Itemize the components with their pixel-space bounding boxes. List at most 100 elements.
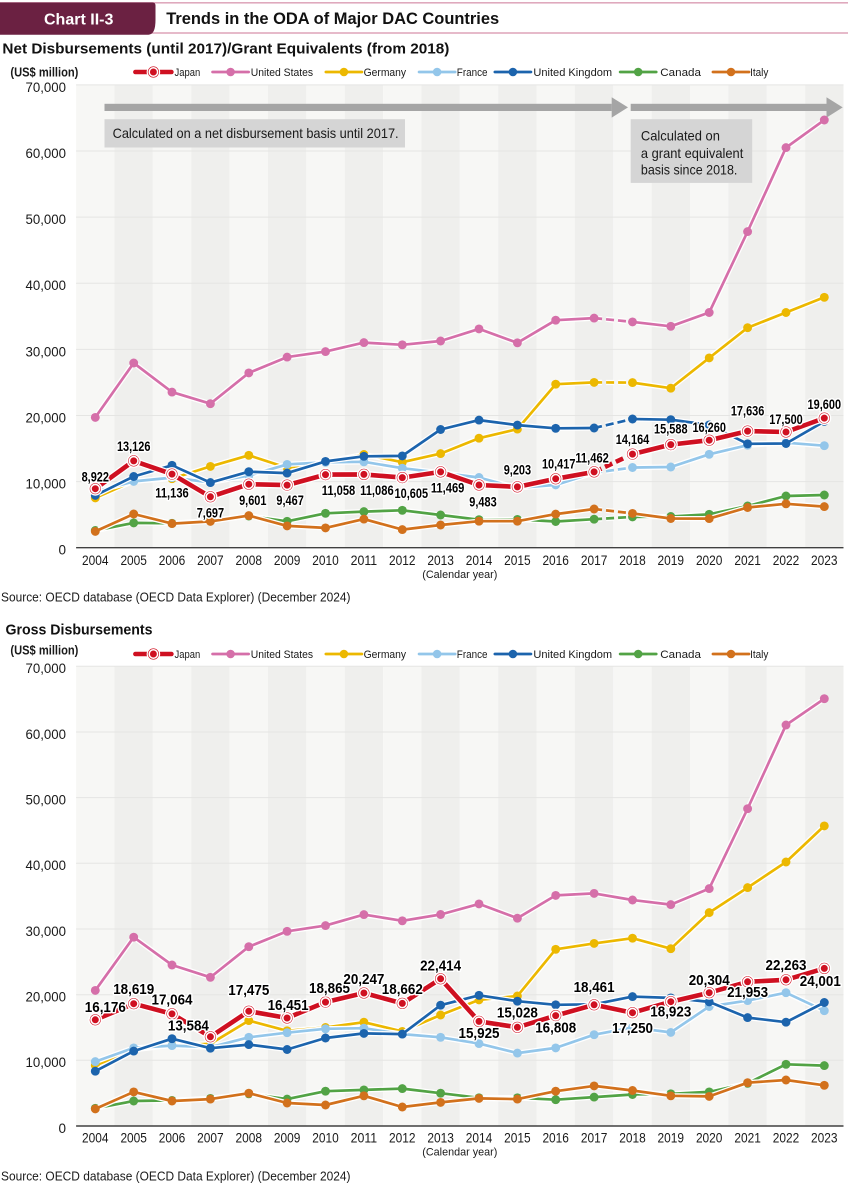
svg-text:13,126: 13,126	[117, 439, 151, 454]
svg-text:2019: 2019	[658, 1130, 685, 1146]
svg-text:11,058: 11,058	[322, 483, 356, 498]
svg-text:Canada: Canada	[660, 67, 702, 79]
svg-text:0: 0	[58, 543, 66, 558]
svg-text:(Calendar year): (Calendar year)	[422, 1147, 497, 1159]
svg-text:11,136: 11,136	[155, 486, 189, 501]
svg-text:2016: 2016	[542, 1130, 569, 1146]
svg-text:18,461: 18,461	[574, 980, 615, 996]
svg-text:2006: 2006	[159, 552, 186, 568]
svg-text:30,000: 30,000	[26, 344, 67, 359]
svg-text:2023: 2023	[811, 552, 838, 568]
svg-text:2018: 2018	[619, 552, 646, 568]
svg-text:Source: OECD database (OECD Da: Source: OECD database (OECD Data Explore…	[1, 1168, 351, 1183]
svg-text:10,000: 10,000	[26, 477, 67, 492]
svg-text:10,000: 10,000	[26, 1055, 67, 1070]
svg-text:2011: 2011	[351, 1130, 378, 1146]
svg-text:2012: 2012	[389, 1130, 416, 1146]
svg-text:14,164: 14,164	[616, 432, 650, 447]
svg-text:(US$ million): (US$ million)	[10, 65, 78, 80]
svg-text:2020: 2020	[696, 1130, 723, 1146]
svg-text:2009: 2009	[274, 552, 301, 568]
svg-text:United Kingdom: United Kingdom	[533, 67, 612, 79]
svg-text:18,865: 18,865	[309, 981, 350, 997]
svg-text:Gross Disbursements: Gross Disbursements	[6, 621, 153, 638]
svg-text:17,636: 17,636	[731, 403, 765, 418]
svg-text:8,922: 8,922	[82, 470, 109, 485]
svg-text:2016: 2016	[542, 552, 569, 568]
svg-text:22,263: 22,263	[766, 958, 807, 974]
svg-text:7,697: 7,697	[197, 506, 224, 521]
svg-text:Japan: Japan	[175, 67, 201, 79]
svg-text:Italy: Italy	[750, 649, 769, 661]
svg-text:2015: 2015	[504, 552, 531, 568]
svg-text:United States: United States	[251, 67, 314, 79]
svg-text:Japan: Japan	[175, 649, 201, 661]
svg-text:18,619: 18,619	[113, 982, 154, 998]
svg-text:2015: 2015	[504, 1130, 531, 1146]
svg-text:10,417: 10,417	[542, 456, 576, 471]
svg-text:17,250: 17,250	[612, 1021, 653, 1037]
svg-text:2013: 2013	[427, 552, 454, 568]
svg-text:2014: 2014	[466, 1130, 493, 1146]
svg-text:20,000: 20,000	[26, 410, 67, 425]
svg-text:2023: 2023	[811, 1130, 838, 1146]
svg-text:2009: 2009	[274, 1130, 301, 1146]
svg-text:2020: 2020	[696, 552, 723, 568]
svg-text:2021: 2021	[734, 552, 761, 568]
svg-text:17,500: 17,500	[769, 412, 803, 427]
svg-text:30,000: 30,000	[26, 924, 67, 939]
svg-text:16,260: 16,260	[692, 420, 726, 435]
svg-text:11,462: 11,462	[575, 450, 609, 465]
svg-text:9,601: 9,601	[239, 493, 267, 508]
svg-text:9,467: 9,467	[276, 493, 303, 508]
svg-text:United States: United States	[251, 649, 314, 661]
svg-text:2022: 2022	[773, 1130, 800, 1146]
svg-text:22,414: 22,414	[420, 958, 461, 974]
svg-text:2008: 2008	[236, 1130, 263, 1146]
svg-text:2007: 2007	[197, 552, 224, 568]
svg-text:2010: 2010	[312, 552, 339, 568]
svg-text:15,028: 15,028	[497, 1006, 538, 1022]
svg-text:2007: 2007	[197, 1130, 224, 1146]
svg-text:Calculated on: Calculated on	[641, 127, 720, 143]
svg-text:2012: 2012	[389, 552, 416, 568]
svg-text:11,469: 11,469	[431, 480, 465, 495]
svg-text:20,247: 20,247	[343, 972, 384, 988]
svg-text:2022: 2022	[773, 552, 800, 568]
svg-text:60,000: 60,000	[26, 727, 67, 742]
svg-text:2004: 2004	[82, 552, 109, 568]
svg-text:Net Disbursements (until 2017): Net Disbursements (until 2017)/Grant Equ…	[2, 40, 449, 57]
svg-text:2021: 2021	[734, 1130, 761, 1146]
svg-text:France: France	[457, 649, 488, 661]
svg-text:21,953: 21,953	[727, 985, 768, 1001]
svg-text:a grant equivalent: a grant equivalent	[641, 145, 743, 161]
svg-text:Trends in the ODA of Major DAC: Trends in the ODA of Major DAC Countries	[166, 10, 499, 28]
svg-text:2006: 2006	[159, 1130, 186, 1146]
svg-text:(Calendar year): (Calendar year)	[422, 569, 497, 581]
svg-text:15,925: 15,925	[459, 1026, 500, 1042]
svg-text:24,001: 24,001	[800, 974, 841, 990]
svg-text:Source: OECD database (OECD Da: Source: OECD database (OECD Data Explore…	[1, 589, 351, 604]
svg-text:20,000: 20,000	[26, 990, 67, 1005]
svg-text:50,000: 50,000	[26, 793, 67, 808]
svg-text:Germany: Germany	[364, 649, 407, 661]
svg-text:40,000: 40,000	[26, 858, 67, 873]
svg-text:2004: 2004	[82, 1130, 109, 1146]
svg-text:2014: 2014	[466, 552, 493, 568]
svg-text:70,000: 70,000	[26, 80, 67, 95]
svg-text:2017: 2017	[581, 1130, 608, 1146]
svg-text:20,304: 20,304	[689, 973, 730, 989]
svg-text:18,662: 18,662	[382, 982, 423, 998]
svg-text:2017: 2017	[581, 552, 608, 568]
svg-text:2013: 2013	[427, 1130, 454, 1146]
svg-text:17,475: 17,475	[228, 983, 269, 999]
svg-text:2005: 2005	[120, 552, 147, 568]
svg-text:19,600: 19,600	[808, 397, 842, 412]
svg-text:2010: 2010	[312, 1130, 339, 1146]
svg-text:Italy: Italy	[750, 67, 769, 79]
svg-text:16,176: 16,176	[85, 1000, 126, 1016]
svg-text:40,000: 40,000	[26, 278, 67, 293]
svg-text:Canada: Canada	[660, 649, 702, 661]
svg-text:2018: 2018	[619, 1130, 646, 1146]
svg-text:France: France	[457, 67, 488, 79]
